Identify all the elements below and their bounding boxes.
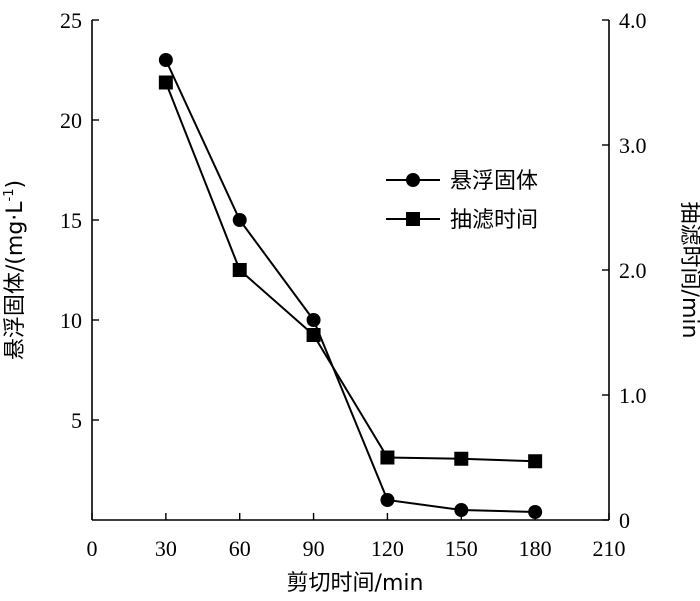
data-point-circle <box>380 493 395 507</box>
left-axis-title: 悬浮固体/(mg·L-1) <box>2 180 28 360</box>
x-axis-title: 剪切时间/min <box>287 571 424 596</box>
y-right-tick-label: 4.0 <box>619 8 647 33</box>
y-left-tick-label: 20 <box>60 108 82 133</box>
left-axis-title-main: 悬浮固体/(mg·L <box>3 201 28 360</box>
right-axis-title: 抽滤时间/min <box>677 202 700 339</box>
x-tick-label: 0 <box>87 536 98 561</box>
y-left-tick-label: 25 <box>60 8 82 33</box>
axes <box>91 20 610 521</box>
series-line-circle <box>164 59 536 513</box>
legend: 悬浮固体 抽滤时间 <box>386 169 538 233</box>
x-tick-label: 60 <box>229 536 251 561</box>
x-tick-label: 180 <box>519 536 552 561</box>
data-point-circle <box>454 503 469 517</box>
y-right-tick-label: 1.0 <box>619 383 647 408</box>
data-point-square <box>306 328 321 342</box>
y-left-tick-label: 15 <box>60 208 82 233</box>
legend-item-filtration-time: 抽滤时间 <box>386 208 538 233</box>
series-line-square <box>164 82 536 463</box>
data-point-square <box>454 451 469 466</box>
markers <box>158 53 543 519</box>
y-right-tick-label: 0 <box>619 508 630 533</box>
y-left-tick-label: 5 <box>71 408 82 433</box>
data-point-circle <box>528 505 543 519</box>
data-point-circle <box>158 53 173 67</box>
data-point-square <box>380 450 395 465</box>
y-right-tick-label: 2.0 <box>619 258 647 283</box>
x-tick-label: 210 <box>593 536 626 561</box>
left-axis-title-close: ) <box>3 180 28 189</box>
legend-label-suspended-solids: 悬浮固体 <box>450 169 538 194</box>
left-axis-title-sup: -1 <box>2 188 17 201</box>
legend-label-filtration-time: 抽滤时间 <box>450 208 538 233</box>
x-tick-label: 90 <box>303 536 325 561</box>
x-tick-label: 150 <box>445 536 478 561</box>
y-right-tick-label: 3.0 <box>619 133 647 158</box>
data-point-circle <box>306 313 321 327</box>
data-point-square <box>158 75 173 90</box>
x-tick-label: 30 <box>155 536 177 561</box>
series-lines <box>164 59 536 513</box>
data-point-square <box>528 454 543 469</box>
data-point-circle <box>232 213 247 227</box>
legend-marker-circle <box>406 173 420 187</box>
ticks: 0 30 60 90 120 150 180 210 5 10 15 20 25 0 1.0 2.0 3.0 4.… <box>60 8 647 561</box>
legend-marker-square <box>406 212 420 226</box>
y-left-tick-label: 10 <box>60 308 82 333</box>
data-point-square <box>232 263 247 277</box>
x-tick-label: 120 <box>371 536 404 561</box>
legend-item-suspended-solids: 悬浮固体 <box>386 169 538 194</box>
